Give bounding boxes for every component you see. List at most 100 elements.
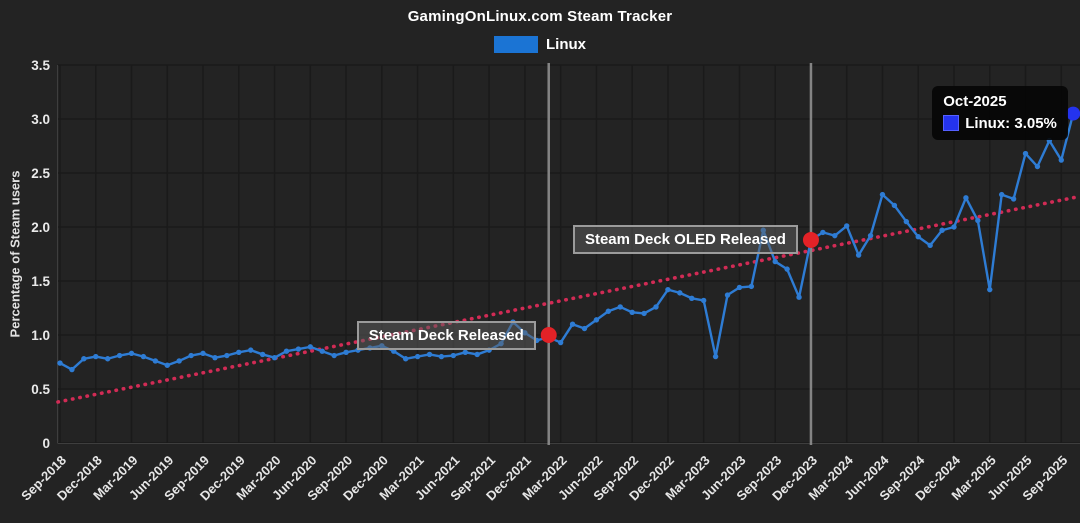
data-point (653, 304, 659, 310)
data-point (820, 229, 826, 236)
data-point (236, 349, 242, 355)
data-point (784, 266, 790, 272)
data-point (665, 286, 671, 293)
data-point (855, 252, 862, 258)
data-point (248, 347, 254, 353)
data-point (224, 352, 230, 359)
data-point (569, 321, 576, 327)
data-point (331, 352, 337, 359)
data-point (259, 351, 266, 358)
data-point (629, 309, 635, 316)
annotation-label: Steam Deck Released (368, 326, 524, 344)
tooltip: Oct-2025 Linux: 3.05% (932, 85, 1068, 140)
tooltip-linux-swatch (943, 115, 960, 132)
data-point (772, 258, 778, 265)
legend-linux-label: Linux (546, 36, 586, 53)
data-point (987, 286, 993, 293)
data-point (593, 317, 600, 323)
data-point (69, 366, 75, 373)
y-tick-label: 2.0 (31, 220, 50, 235)
data-point (391, 348, 397, 354)
annotation-steam-deck-released: Steam Deck Released (356, 320, 536, 350)
data-point (57, 360, 63, 366)
data-point (796, 294, 802, 300)
legend-linux-swatch (494, 36, 538, 53)
data-point (474, 351, 480, 358)
annotation-steam-deck-oled-released: Steam Deck OLED Released (572, 225, 798, 255)
data-point (736, 284, 743, 291)
y-tick-label: 3.5 (31, 58, 50, 73)
data-point (605, 308, 612, 314)
data-point (951, 224, 957, 230)
data-point (426, 351, 433, 358)
legend[interactable]: Linux (0, 36, 1080, 53)
highlighted-point (1066, 106, 1080, 121)
data-point (1034, 163, 1041, 170)
annotation-label: Steam Deck OLED Released (584, 231, 786, 249)
data-point (462, 349, 468, 355)
data-point (903, 218, 910, 225)
data-point (81, 356, 87, 362)
data-point (641, 310, 647, 317)
data-point (891, 202, 898, 209)
data-point (1022, 150, 1029, 157)
data-point (140, 353, 147, 360)
data-point (844, 223, 850, 229)
data-point (212, 354, 218, 361)
data-point (927, 242, 933, 249)
data-point (939, 227, 945, 233)
data-point (271, 354, 278, 361)
data-point (176, 358, 182, 364)
trend-line (56, 194, 1080, 404)
linux-series-line (58, 112, 1075, 371)
data-point (116, 352, 123, 359)
y-tick-label: 3.0 (31, 112, 50, 127)
data-point (319, 348, 325, 354)
data-point (700, 297, 707, 304)
data-point (450, 352, 457, 359)
data-point (677, 290, 683, 296)
data-point (1010, 196, 1017, 202)
data-point (414, 353, 421, 360)
data-point (438, 353, 445, 360)
data-point (915, 234, 921, 240)
data-point (93, 353, 99, 360)
data-point (200, 350, 206, 357)
data-point (832, 232, 838, 239)
y-tick-label: 1.0 (31, 328, 50, 343)
y-tick-label: 0 (42, 436, 50, 451)
data-point (867, 232, 874, 239)
y-tick-label: 2.5 (31, 166, 50, 181)
data-point (581, 325, 588, 332)
data-point (617, 304, 623, 310)
y-tick-label: 1.5 (31, 274, 50, 289)
data-point (152, 358, 159, 364)
data-point (975, 217, 981, 224)
data-point (557, 339, 564, 346)
y-tick-label: 0.5 (31, 382, 50, 397)
data-point (1058, 157, 1064, 163)
release-marker-dot (802, 231, 819, 248)
tooltip-value: Linux: 3.05% (965, 114, 1057, 132)
data-point (343, 349, 349, 355)
data-point (307, 344, 314, 350)
data-point (748, 283, 755, 290)
data-point (998, 191, 1005, 198)
data-point (283, 348, 290, 354)
data-point (104, 356, 111, 362)
data-point (164, 362, 170, 368)
data-point (724, 292, 731, 298)
page-title: GamingOnLinux.com Steam Tracker (407, 8, 673, 25)
data-point (963, 195, 969, 201)
data-point (128, 350, 135, 357)
data-point (295, 346, 302, 352)
data-point (879, 191, 886, 198)
data-point (188, 352, 194, 359)
tooltip-title: Oct-2025 (943, 92, 1007, 110)
y-axis-title: Percentage of Steam users (7, 170, 23, 338)
data-point (689, 295, 695, 301)
data-point (712, 353, 719, 360)
release-marker-dot (540, 327, 557, 343)
data-point (402, 356, 409, 362)
